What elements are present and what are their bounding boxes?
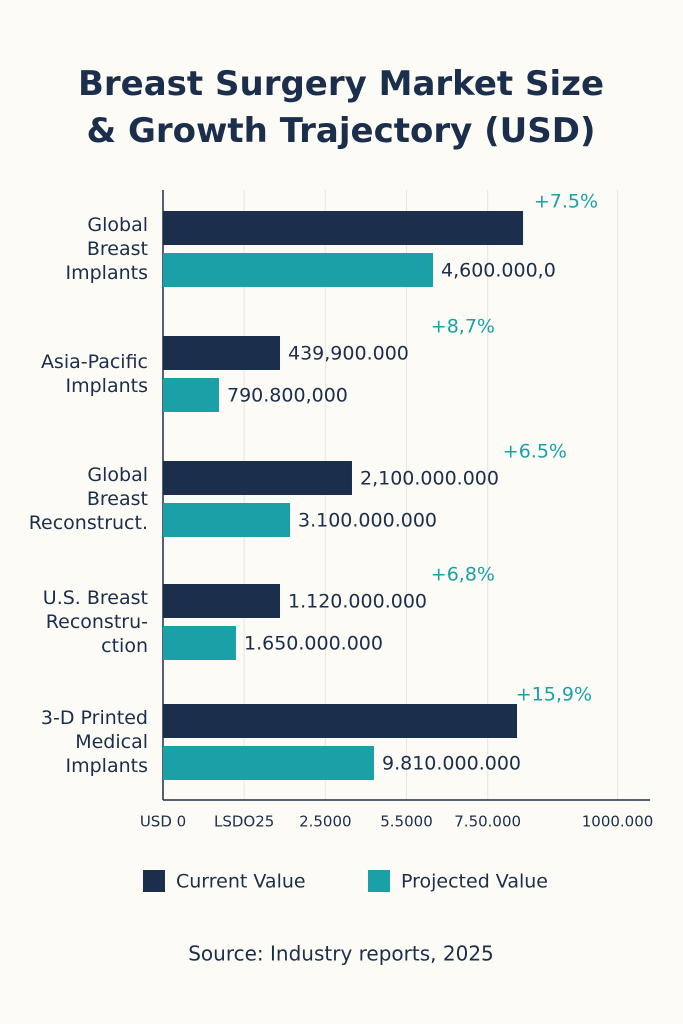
bar <box>163 211 524 245</box>
chart-title: Breast Surgery Market Size & Growth Traje… <box>78 64 604 151</box>
x-tick-label: USD 0 <box>140 813 186 831</box>
x-tick-label: 1000.000 <box>582 813 654 831</box>
legend-swatch <box>143 870 165 892</box>
category-label: 3-D Printed Medical Implants <box>41 707 148 777</box>
bar-label: 2,100.000.000 <box>360 468 499 490</box>
bar-label: 3.100.000.000 <box>298 510 437 532</box>
legend-label: Current Value <box>176 871 306 893</box>
bar <box>163 336 281 370</box>
category-label: U.S. Breast Reconstru-ction <box>43 587 148 657</box>
category-label: Global Breast Reconstruct. <box>29 464 148 534</box>
legend-label: Projected Value <box>401 871 548 893</box>
bar-label: 4,600.000,0 <box>441 260 556 282</box>
growth-label: +8,7% <box>431 316 495 338</box>
bar-label: 1.650.000.000 <box>244 633 383 655</box>
growth-label: +6,8% <box>431 564 495 586</box>
bar-label: 1.120.000.000 <box>288 591 427 613</box>
growth-label: +7.5% <box>534 191 598 213</box>
bar <box>163 704 518 738</box>
growth-label: +6.5% <box>503 441 567 463</box>
source-note: Source: Industry reports, 2025 <box>188 942 494 966</box>
bar-label: 790.800,000 <box>227 385 348 407</box>
legend-swatch <box>368 870 390 892</box>
bar-label: 9.810.000.000 <box>382 753 521 775</box>
x-tick-label: LSDO25 <box>214 813 274 831</box>
bar <box>163 584 281 618</box>
bar <box>163 503 291 537</box>
bar <box>163 378 220 412</box>
bar-label: 439,900.000 <box>288 343 409 365</box>
category-label: Global Breast Implants <box>66 214 149 284</box>
bar <box>163 461 352 495</box>
x-tick-label: 7.50.000 <box>454 813 521 831</box>
bar <box>163 626 236 660</box>
category-label: Asia-Pacific Implants <box>41 351 148 397</box>
growth-label: +15,9% <box>516 684 592 706</box>
x-tick-label: 2.5000 <box>299 813 352 831</box>
x-tick-label: 5.5000 <box>380 813 433 831</box>
bar <box>163 253 433 287</box>
bar <box>163 746 375 780</box>
